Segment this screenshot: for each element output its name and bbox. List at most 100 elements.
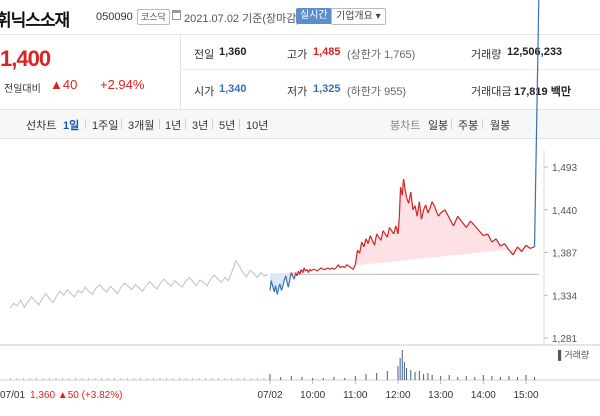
prev-day-date-label: 07/01 bbox=[0, 390, 25, 401]
today-line-segment bbox=[435, 211, 440, 217]
today-line-segment bbox=[270, 280, 274, 288]
volume-bar bbox=[499, 377, 501, 380]
volume-value: 12,506,233 bbox=[507, 46, 563, 58]
period-3y[interactable]: 3년 bbox=[192, 120, 209, 132]
today-layer bbox=[269, 0, 540, 295]
period-1w[interactable]: 1주일 bbox=[92, 120, 119, 132]
separator bbox=[451, 119, 452, 129]
prev-volume-bar bbox=[224, 378, 226, 380]
y-tick-label: 1,334 bbox=[552, 291, 577, 302]
period-5y[interactable]: 5년 bbox=[219, 120, 236, 132]
volume-bar bbox=[474, 377, 476, 380]
company-overview-button[interactable]: 기업개요 ▾ bbox=[331, 8, 386, 25]
prev-volume-bar bbox=[81, 378, 83, 380]
volume-bar bbox=[482, 375, 484, 380]
today-line-segment bbox=[402, 179, 406, 191]
prev-volume-bar bbox=[55, 378, 57, 380]
prev-close-value: 1,360 bbox=[219, 46, 247, 58]
open-value: 1,340 bbox=[219, 83, 247, 95]
high-value: 1,485 bbox=[313, 46, 341, 58]
prev-volume-bar bbox=[185, 378, 187, 380]
prev-close-label: 전일 bbox=[194, 49, 215, 61]
volume-bar bbox=[427, 373, 429, 380]
today-line-segment bbox=[382, 230, 386, 235]
prev-volume-bar bbox=[120, 378, 122, 380]
prev-volume-bar bbox=[263, 378, 265, 380]
period-3m[interactable]: 3개월 bbox=[128, 120, 155, 132]
today-line-segment bbox=[282, 280, 285, 287]
today-line-segment bbox=[363, 238, 367, 248]
volume-bar bbox=[290, 376, 292, 380]
prev-volume-bar bbox=[88, 378, 89, 380]
today-line-segment bbox=[530, 246, 535, 250]
today-line-segment bbox=[331, 267, 335, 270]
line-chart-tab[interactable]: 선차트 bbox=[26, 120, 57, 132]
prev-volume-bar bbox=[205, 378, 206, 380]
volume-bar bbox=[406, 368, 408, 380]
x-tick-label: 12:00 bbox=[385, 390, 410, 401]
prev-day-layer bbox=[9, 259, 269, 309]
x-tick-label: 13:00 bbox=[428, 390, 453, 401]
calendar-icon bbox=[172, 10, 181, 20]
prev-volume-bar bbox=[29, 378, 31, 380]
today-line-segment bbox=[333, 267, 337, 270]
volume-bar bbox=[465, 376, 467, 380]
prev-volume-bar bbox=[49, 378, 50, 380]
volume-bar bbox=[534, 377, 536, 380]
prev-volume-bar bbox=[62, 378, 63, 380]
today-up-area bbox=[270, 179, 535, 275]
volume-bar bbox=[333, 377, 335, 380]
prev-volume-bar bbox=[159, 378, 161, 380]
today-line-segment bbox=[487, 233, 493, 243]
today-line-segment bbox=[457, 215, 463, 223]
prev-volume-bar bbox=[101, 378, 102, 380]
prev-volume-bar bbox=[68, 378, 70, 380]
separator bbox=[212, 119, 213, 129]
prev-volume-bar bbox=[166, 378, 167, 380]
period-1d[interactable]: 1일 bbox=[63, 120, 80, 132]
x-tick-label: 15:00 bbox=[513, 390, 538, 401]
realtime-button[interactable]: 실시간 bbox=[296, 8, 332, 24]
divider bbox=[180, 34, 181, 109]
volume-label: 거래량 bbox=[471, 49, 502, 61]
volume-bar bbox=[386, 371, 388, 380]
lower-limit: (하한가 955) bbox=[347, 86, 407, 98]
today-line-segment bbox=[369, 235, 373, 241]
volume-bar bbox=[397, 366, 399, 380]
volume-bar bbox=[312, 378, 314, 380]
prev-volume-bar bbox=[172, 378, 174, 380]
prev-volume-bar bbox=[244, 378, 245, 380]
today-line-segment bbox=[448, 217, 454, 227]
y-tick-label: 1,493 bbox=[552, 163, 577, 174]
today-line-segment bbox=[274, 285, 278, 295]
today-line-segment bbox=[418, 201, 423, 220]
today-line-segment bbox=[416, 201, 420, 217]
volume-bar bbox=[516, 377, 518, 380]
today-line-segment bbox=[465, 220, 472, 228]
candle-weekly[interactable]: 주봉 bbox=[458, 120, 479, 132]
today-line-segment bbox=[414, 205, 418, 217]
period-1y[interactable]: 1년 bbox=[165, 120, 182, 132]
prev-volume-bar bbox=[257, 378, 258, 380]
prev-day-line bbox=[9, 259, 269, 309]
volume-layer bbox=[10, 350, 536, 380]
volume-bar bbox=[440, 376, 442, 380]
prev-volume-bar bbox=[42, 378, 44, 380]
prev-volume-bar bbox=[146, 378, 148, 380]
prev-volume-bar bbox=[133, 378, 135, 380]
quote-date: 2021.07.02 기준(장마감) bbox=[184, 13, 301, 25]
volume-bar bbox=[354, 376, 356, 380]
candle-chart-tab[interactable]: 봉차트 bbox=[390, 120, 421, 132]
today-line-segment bbox=[348, 265, 352, 269]
prev-volume-bar bbox=[114, 378, 115, 380]
candle-daily[interactable]: 일봉 bbox=[428, 120, 449, 132]
candle-monthly[interactable]: 월봉 bbox=[490, 120, 511, 132]
prev-volume-bar bbox=[16, 378, 18, 380]
today-line-segment bbox=[316, 268, 320, 272]
today-line-segment bbox=[290, 272, 294, 277]
today-line-segment bbox=[440, 209, 446, 214]
today-line-segment bbox=[438, 212, 442, 217]
period-10y[interactable]: 10년 bbox=[246, 120, 269, 132]
volume-bar bbox=[525, 375, 527, 380]
today-line-segment bbox=[500, 243, 505, 247]
